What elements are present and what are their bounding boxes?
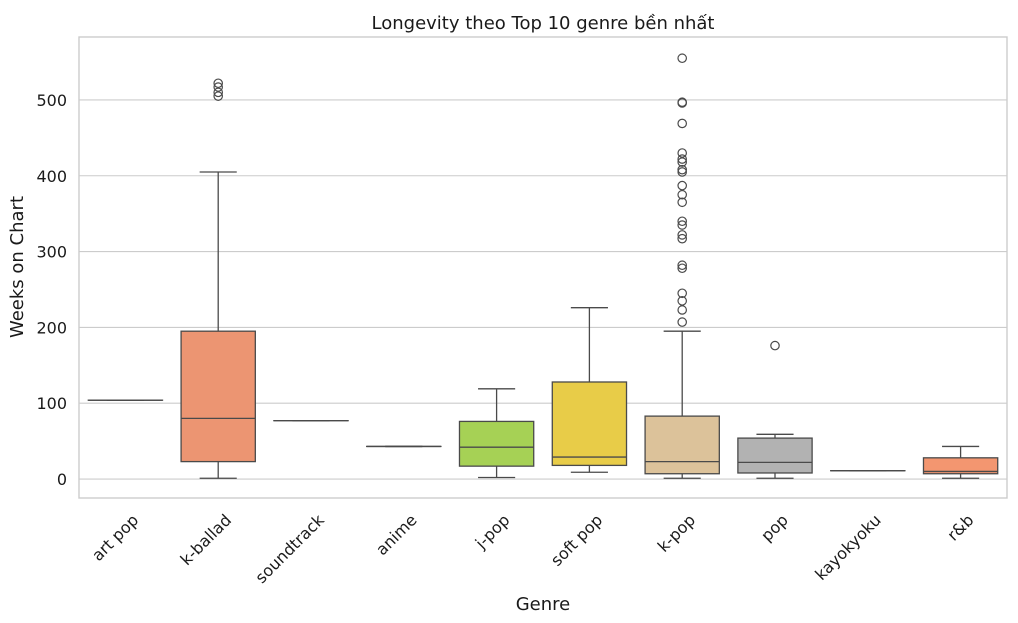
x-axis-ticks: art pop k-ballad soundtrack anime j-pop soft … [88, 510, 978, 587]
outlier-point [677, 317, 687, 327]
outlier-point [677, 118, 687, 129]
x-tick-label: kayokyoku [811, 510, 884, 583]
outlier-point [677, 189, 687, 200]
box-group [922, 445, 999, 479]
outlier-point [677, 157, 687, 167]
box [737, 437, 813, 474]
y-axis-label: Weeks on Chart [7, 196, 28, 338]
outlier-point [213, 91, 223, 101]
outlier-point [677, 288, 687, 299]
x-tick-label: r&b [943, 510, 977, 544]
outlier-point [770, 340, 780, 351]
outlier-point [677, 180, 687, 191]
outlier-point [677, 230, 687, 240]
x-tick-label: soft pop [547, 510, 606, 569]
outlier-point [677, 296, 687, 306]
outlier-point [677, 164, 687, 175]
outlier-point [213, 87, 223, 98]
box [458, 420, 535, 467]
outlier-point [677, 220, 687, 230]
y-tick-label: 0 [57, 470, 67, 489]
y-tick-label: 300 [36, 243, 67, 262]
outlier-point [677, 260, 687, 271]
outlier-point [677, 263, 687, 274]
y-tick-label: 100 [36, 394, 67, 413]
y-tick-label: 400 [36, 167, 67, 186]
x-tick-label: k-pop [654, 510, 699, 555]
outlier-point [677, 97, 687, 108]
plot-frame [78, 36, 1008, 499]
outlier-point [677, 216, 687, 227]
box-group [737, 340, 813, 479]
x-axis-label: Genre [516, 594, 571, 615]
outlier-point [213, 78, 223, 89]
outlier-point [677, 148, 687, 158]
outlier-point [677, 154, 687, 164]
y-axis-ticks: 0 100 200 300 400 500 [36, 91, 67, 489]
x-tick-label: k-ballad [177, 510, 236, 569]
box [180, 330, 256, 463]
x-tick-label: art pop [88, 510, 142, 564]
box-group [644, 53, 720, 479]
outlier-point [213, 82, 223, 92]
box [922, 457, 999, 475]
x-tick-label: anime [372, 510, 421, 559]
box [644, 415, 720, 475]
x-tick-label: soundtrack [251, 510, 328, 587]
boxes-layer [87, 53, 999, 479]
outlier-point [677, 305, 687, 315]
outlier-point [677, 53, 687, 64]
x-tick-label: pop [757, 510, 792, 545]
chart-title: Longevity theo Top 10 genre bền nhất [372, 13, 715, 34]
box-group [551, 307, 628, 473]
box-group [458, 388, 535, 479]
y-tick-label: 500 [36, 91, 67, 110]
box [551, 381, 628, 467]
y-tick-label: 200 [36, 318, 67, 337]
outlier-point [677, 197, 687, 208]
box-group [180, 78, 256, 479]
x-tick-label: j-pop [471, 510, 514, 553]
outlier-point [677, 233, 687, 244]
